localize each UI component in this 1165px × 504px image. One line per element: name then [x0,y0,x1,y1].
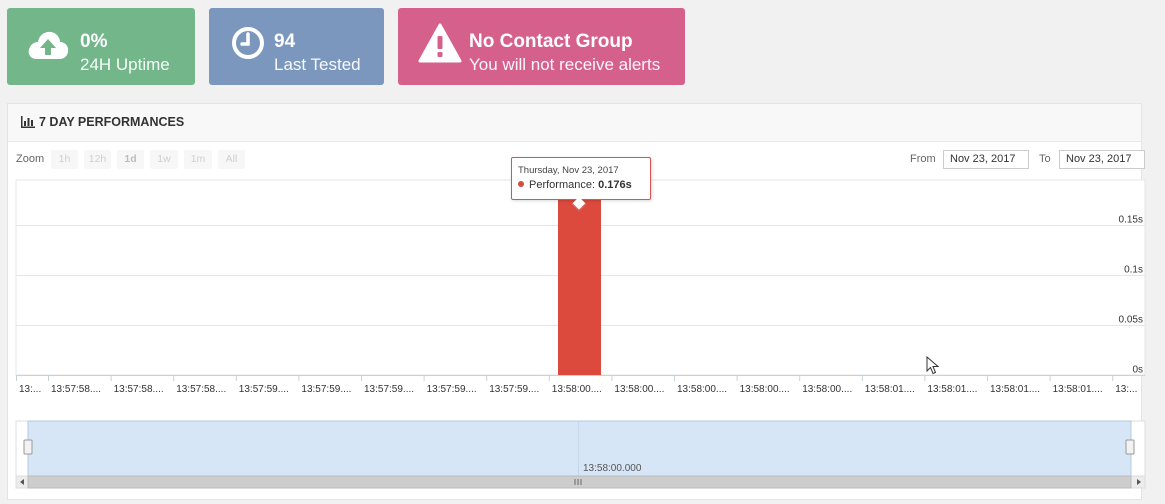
x-tick-label: 13:... [1115,384,1137,395]
x-tick-label: 13:58:00.... [677,384,727,395]
x-tick-label: 13:57:59.... [301,384,351,395]
x-tick-label: 13:57:58.... [51,384,101,395]
tooltip-value: 0.176s [598,179,632,191]
navigator-label: 13:58:00.000 [583,463,642,474]
scroll-left-arrow-icon[interactable] [20,479,24,485]
zoom-1d-button[interactable]: 1d [117,150,144,169]
zoom-12h-button[interactable]: 12h [84,150,111,169]
contact-group-value: No Contact Group [469,31,633,52]
x-tick-label: 13:57:59.... [427,384,477,395]
x-tick-label: 13:57:59.... [239,384,289,395]
navigator-selection [27,420,1132,477]
last-tested-label: Last Tested [274,55,361,74]
x-tick-label: 13:58:01.... [1053,384,1103,395]
x-tick-label: 13:58:00.... [740,384,790,395]
last-tested-card: 94 Last Tested [209,8,384,85]
x-tick-label: 13:... [19,384,41,395]
contact-group-label: You will not receive alerts [469,55,661,74]
x-tick-label: 13:58:01.... [865,384,915,395]
zoom-1h-button[interactable]: 1h [51,150,78,169]
performance-bar [558,199,601,375]
contact-group-card: No Contact Group You will not receive al… [398,8,685,85]
navigator-scrollbar-thumb[interactable] [27,475,1132,489]
scrollbar-grip-icon [574,479,582,485]
navigator-left-handle[interactable] [23,439,33,455]
zoom-1w-button[interactable]: 1w [150,150,178,169]
x-tick-label: 13:57:58.... [176,384,226,395]
tooltip-series: Performance: [529,179,596,191]
x-tick-label: 13:57:59.... [364,384,414,395]
y-tick-label: 0s [1132,365,1143,376]
y-tick-label: 0.1s [1124,265,1143,276]
warning-icon [418,23,462,63]
from-label: From [910,153,936,165]
clock-icon [232,27,264,59]
chart-tooltip: Thursday, Nov 23, 2017 Performance: 0.17… [511,157,651,212]
uptime-card: 0% 24H Uptime [7,8,195,85]
uptime-label: 24H Uptime [80,55,170,74]
panel-header: 7 DAY PERFORMANCES [8,104,1141,142]
last-tested-value: 94 [274,31,296,52]
x-tick-label: 13:58:00.... [552,384,602,395]
x-tick-label: 13:57:58.... [114,384,164,395]
panel-title: 7 DAY PERFORMANCES [39,115,185,129]
zoom-1m-button[interactable]: 1m [184,150,212,169]
cloud-upload-icon [28,31,69,59]
tooltip-row: Performance: 0.176s [518,179,632,191]
x-tick-label: 13:57:59.... [489,384,539,395]
bar-chart-icon [21,116,35,128]
y-tick-label: 0.05s [1119,315,1143,326]
mouse-cursor-icon [926,356,940,375]
y-tick-label: 0.15s [1119,215,1143,226]
zoom-all-button[interactable]: All [218,150,245,169]
series-dot [518,181,524,187]
zoom-label: Zoom [16,153,45,165]
from-date-input[interactable]: Nov 23, 2017 [943,150,1029,169]
x-tick-label: 13:58:00.... [802,384,852,395]
scroll-right-arrow-icon[interactable] [1137,479,1141,485]
x-tick-label: 13:58:01.... [990,384,1040,395]
uptime-value: 0% [80,31,108,52]
navigator-right-handle[interactable] [1125,439,1135,455]
tooltip-date: Thursday, Nov 23, 2017 [518,165,619,176]
to-label: To [1039,153,1051,165]
x-tick-label: 13:58:01.... [927,384,977,395]
to-date-input[interactable]: Nov 23, 2017 [1059,150,1145,169]
x-tick-label: 13:58:00.... [614,384,664,395]
